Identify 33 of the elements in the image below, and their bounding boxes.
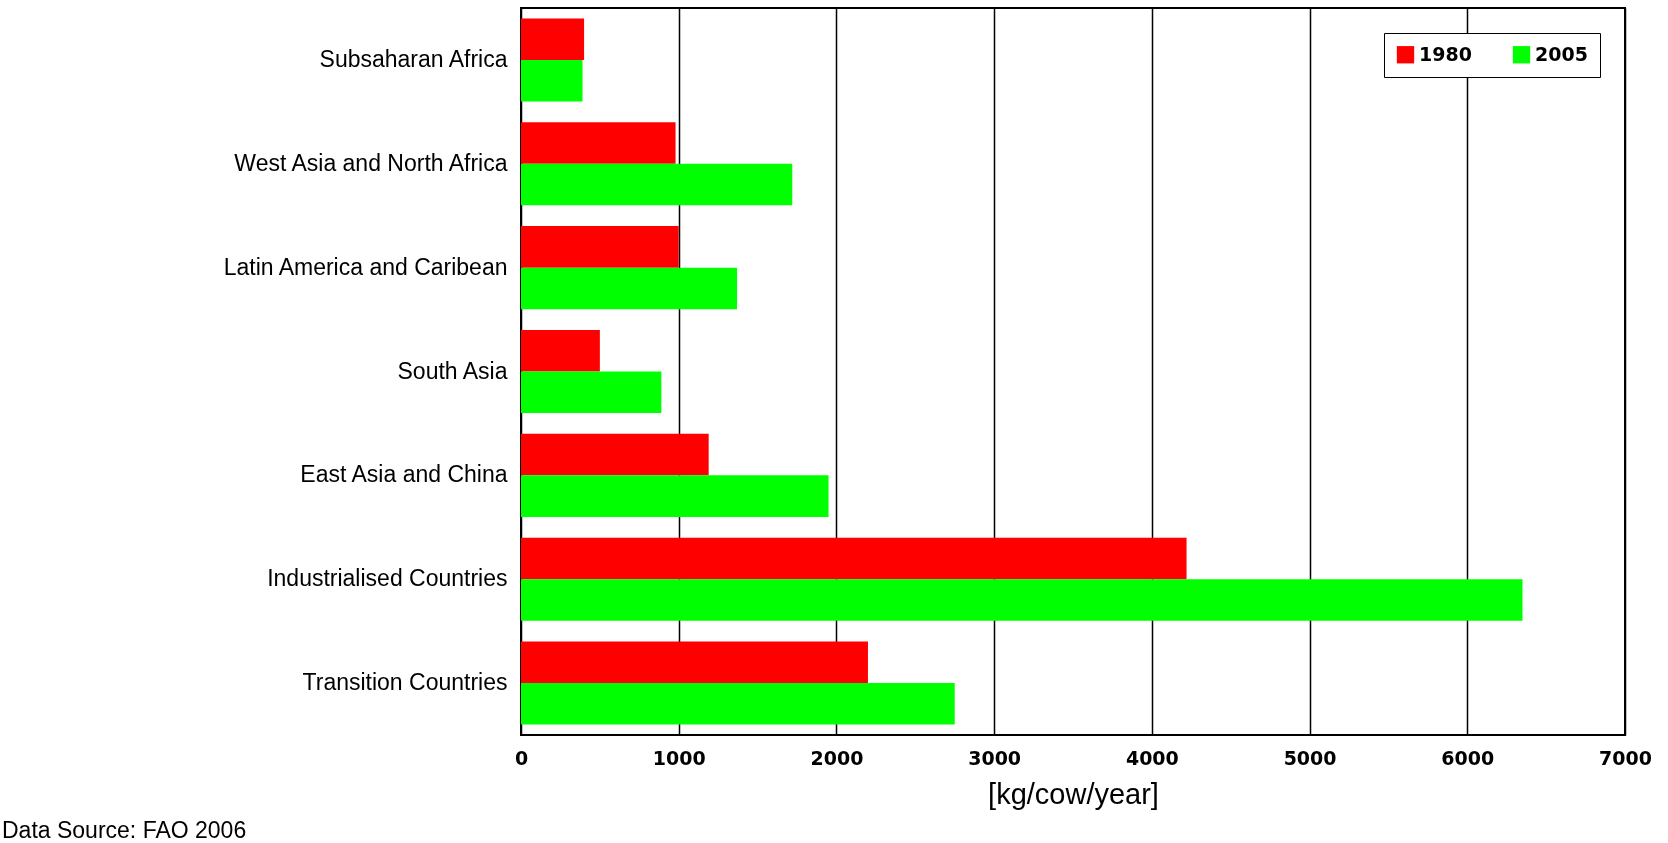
bar — [521, 683, 955, 725]
bar — [521, 59, 583, 102]
bar — [521, 371, 662, 414]
bar — [521, 579, 1523, 621]
legend-label: 2005 — [1535, 42, 1588, 65]
y-tick-label: Latin America and Caribean — [223, 253, 508, 280]
bar — [521, 329, 600, 372]
x-tick-label: 6000 — [1441, 746, 1495, 769]
legend-label: 1980 — [1419, 42, 1472, 65]
x-tick-label: 7000 — [1599, 746, 1652, 769]
y-tick-label: Subsaharan Africa — [319, 45, 508, 72]
x-tick-label: 3000 — [968, 746, 1022, 769]
x-axis-title: [kg/cow/year] — [988, 777, 1159, 810]
bar — [521, 122, 676, 164]
x-tick-label: 2000 — [810, 746, 864, 769]
bar — [521, 433, 709, 476]
bar — [521, 226, 679, 268]
bar — [521, 163, 793, 206]
bar — [521, 18, 585, 60]
x-tick-label: 0 — [514, 746, 529, 769]
x-tick-label: 4000 — [1125, 746, 1179, 769]
y-tick-label: Transition Countries — [302, 669, 508, 696]
y-tick-label: East Asia and China — [300, 461, 508, 488]
bar — [521, 537, 1187, 580]
x-tick-label: 5000 — [1283, 746, 1337, 769]
y-tick-label: West Asia and North Africa — [234, 149, 508, 176]
y-tick-label: Industrialised Countries — [267, 565, 508, 592]
x-tick-label: 1000 — [652, 746, 706, 769]
source-note: Data Source: FAO 2006 — [2, 817, 247, 843]
bar — [521, 641, 868, 684]
bar — [521, 475, 829, 517]
bar — [521, 267, 738, 310]
y-tick-label: South Asia — [397, 357, 508, 384]
